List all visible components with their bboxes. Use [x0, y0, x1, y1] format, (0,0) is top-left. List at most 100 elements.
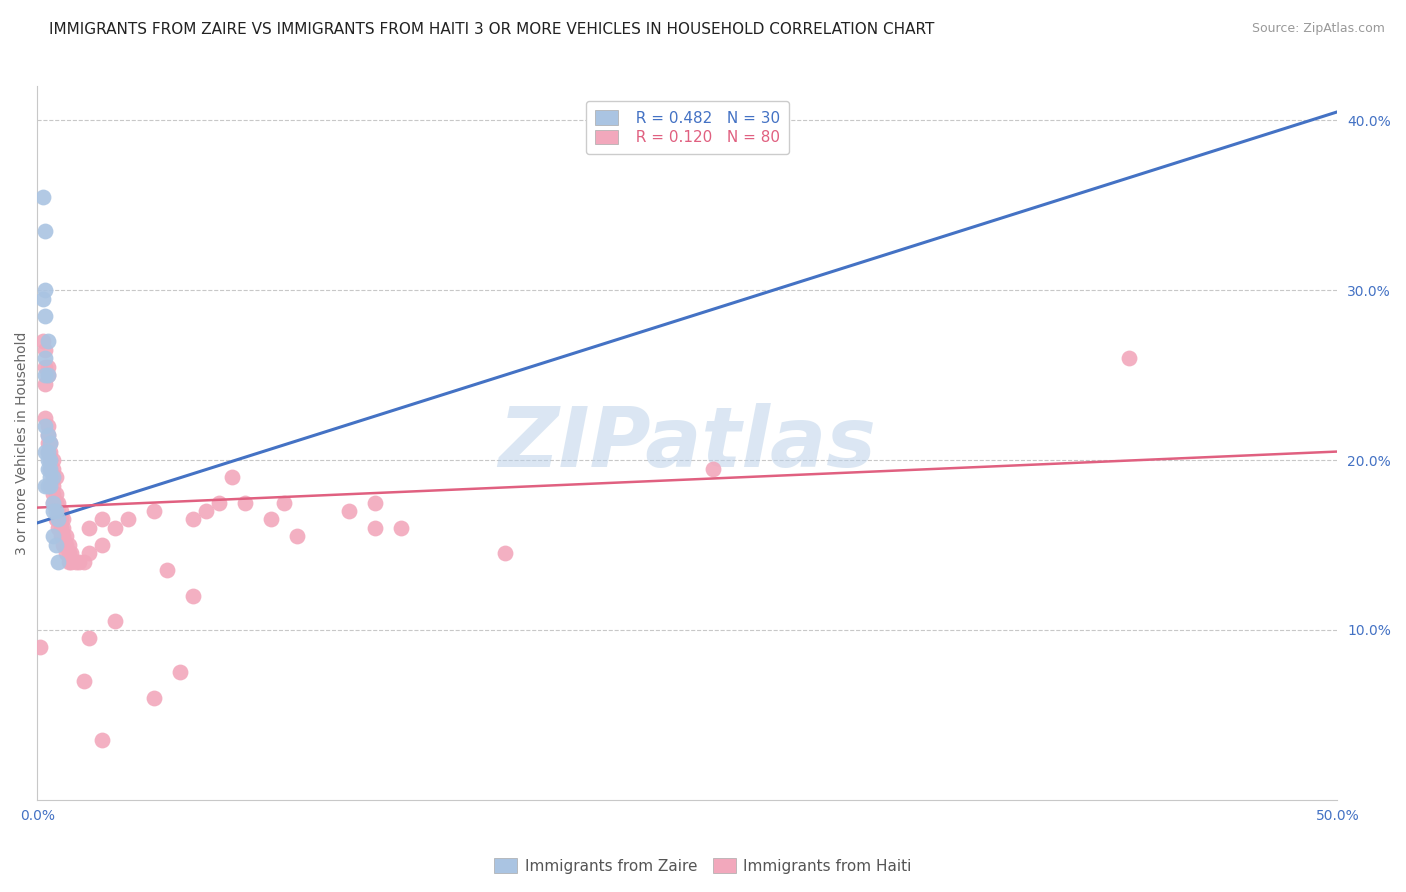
Point — [46, 495, 69, 509]
Point — [37, 436, 59, 450]
Point — [42, 470, 65, 484]
Point — [39, 470, 62, 484]
Point — [46, 555, 69, 569]
Y-axis label: 3 or more Vehicles in Household: 3 or more Vehicles in Household — [15, 331, 30, 555]
Point — [49, 521, 72, 535]
Point — [285, 529, 308, 543]
Point — [37, 461, 59, 475]
Point — [34, 376, 56, 391]
Point — [52, 538, 75, 552]
Point — [233, 495, 256, 509]
Point — [42, 487, 65, 501]
Point — [55, 546, 77, 560]
Point — [39, 444, 62, 458]
Text: Source: ZipAtlas.com: Source: ZipAtlas.com — [1251, 22, 1385, 36]
Point — [44, 487, 66, 501]
Point — [37, 444, 59, 458]
Point — [34, 368, 56, 383]
Point — [55, 529, 77, 543]
Point — [44, 512, 66, 526]
Point — [702, 461, 724, 475]
Point — [39, 436, 62, 450]
Point — [183, 589, 205, 603]
Point — [91, 512, 114, 526]
Point — [34, 444, 56, 458]
Point — [1118, 351, 1140, 365]
Point — [46, 521, 69, 535]
Point — [104, 521, 127, 535]
Point — [37, 453, 59, 467]
Point — [67, 555, 90, 569]
Point — [42, 495, 65, 509]
Point — [34, 419, 56, 434]
Point — [37, 444, 59, 458]
Point — [73, 555, 96, 569]
Point — [37, 359, 59, 374]
Point — [42, 470, 65, 484]
Point — [156, 564, 179, 578]
Point — [60, 546, 83, 560]
Point — [364, 495, 387, 509]
Point — [37, 478, 59, 492]
Point — [49, 529, 72, 543]
Point — [79, 521, 101, 535]
Point — [31, 292, 53, 306]
Point — [42, 478, 65, 492]
Point — [79, 546, 101, 560]
Point — [37, 368, 59, 383]
Point — [273, 495, 295, 509]
Point — [37, 334, 59, 348]
Point — [195, 504, 218, 518]
Point — [39, 453, 62, 467]
Point — [39, 436, 62, 450]
Point — [34, 359, 56, 374]
Point — [52, 521, 75, 535]
Point — [221, 470, 243, 484]
Point — [39, 461, 62, 475]
Point — [44, 538, 66, 552]
Point — [494, 546, 516, 560]
Point — [46, 504, 69, 518]
Point — [44, 470, 66, 484]
Point — [39, 461, 62, 475]
Point — [39, 478, 62, 492]
Point — [34, 224, 56, 238]
Point — [37, 419, 59, 434]
Point — [42, 529, 65, 543]
Point — [39, 453, 62, 467]
Point — [337, 504, 360, 518]
Point — [31, 334, 53, 348]
Point — [49, 504, 72, 518]
Point — [79, 632, 101, 646]
Point — [44, 495, 66, 509]
Point — [104, 615, 127, 629]
Point — [37, 427, 59, 442]
Point — [58, 538, 80, 552]
Point — [52, 529, 75, 543]
Point — [91, 733, 114, 747]
Point — [34, 410, 56, 425]
Legend: Immigrants from Zaire, Immigrants from Haiti: Immigrants from Zaire, Immigrants from H… — [488, 852, 918, 880]
Point — [49, 512, 72, 526]
Text: ZIPatlas: ZIPatlas — [499, 402, 876, 483]
Point — [28, 640, 51, 654]
Point — [208, 495, 231, 509]
Point — [34, 351, 56, 365]
Point — [37, 368, 59, 383]
Point — [65, 555, 87, 569]
Point — [34, 283, 56, 297]
Point — [260, 512, 283, 526]
Point — [55, 538, 77, 552]
Point — [117, 512, 139, 526]
Point — [58, 555, 80, 569]
Point — [183, 512, 205, 526]
Legend:   R = 0.482   N = 30,   R = 0.120   N = 80: R = 0.482 N = 30, R = 0.120 N = 80 — [586, 101, 789, 154]
Point — [143, 504, 166, 518]
Text: IMMIGRANTS FROM ZAIRE VS IMMIGRANTS FROM HAITI 3 OR MORE VEHICLES IN HOUSEHOLD C: IMMIGRANTS FROM ZAIRE VS IMMIGRANTS FROM… — [49, 22, 935, 37]
Point — [91, 538, 114, 552]
Point — [39, 478, 62, 492]
Point — [46, 512, 69, 526]
Point — [42, 504, 65, 518]
Point — [169, 665, 191, 680]
Point — [34, 478, 56, 492]
